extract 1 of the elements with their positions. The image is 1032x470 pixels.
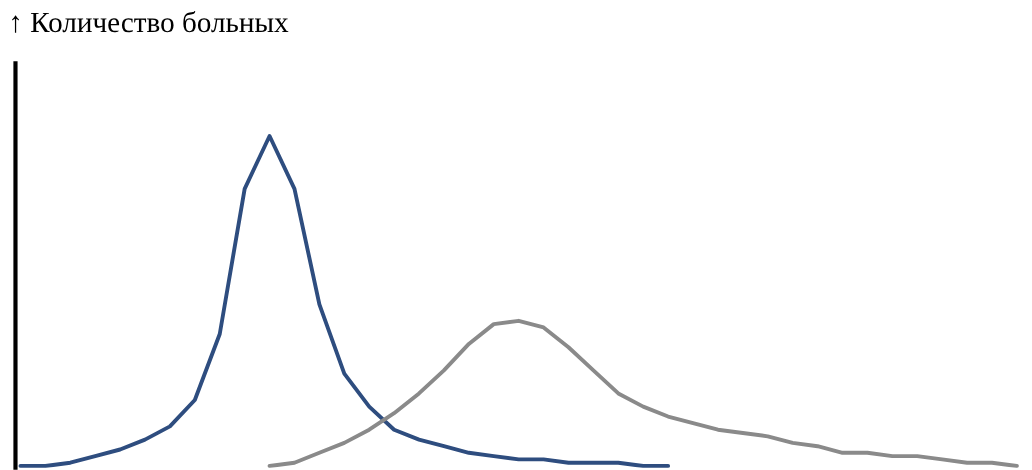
chart-title: ↑ Количество больных — [12, 11, 289, 33]
